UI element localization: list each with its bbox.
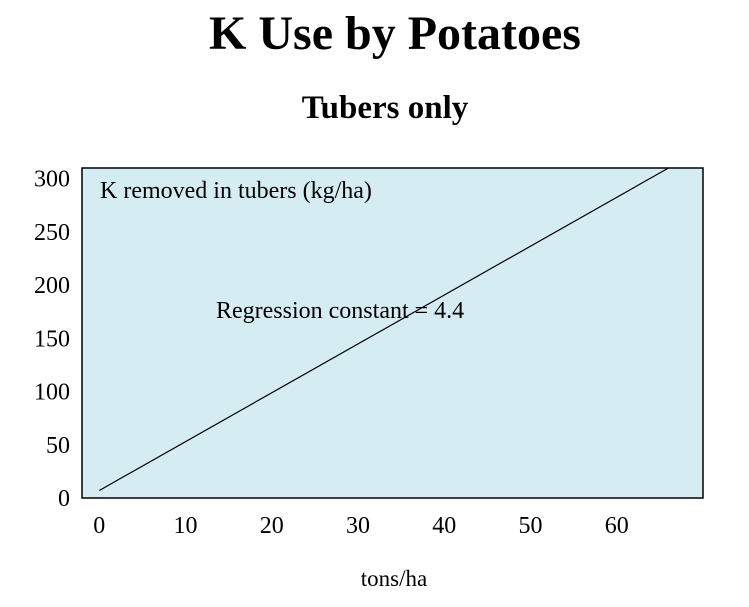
y-tick-label: 300 [34,167,70,193]
x-tick-label: 10 [174,513,198,539]
x-tick-label: 20 [260,513,284,539]
y-axis: 0 50 100 150 200 250 300 [34,167,70,512]
x-tick-label: 40 [432,513,456,539]
x-tick-label: 0 [93,513,105,539]
y-tick-label: 250 [34,220,70,246]
y-tick-label: 0 [58,486,70,512]
y-tick-label: 50 [46,433,70,459]
series-layer [99,167,669,492]
chart-title: K Use by Potatoes [209,7,581,60]
x-tick-label: 30 [346,513,370,539]
plot-area [81,167,704,499]
x-tick-label: 60 [605,513,629,539]
x-tick-label: 50 [519,513,543,539]
y-tick-label: 200 [34,273,70,299]
x-axis: 0 10 20 30 40 50 60 [93,513,629,539]
x-axis-label: tons/ha [361,566,427,591]
y-tick-label: 100 [34,380,70,406]
series-line-0 [99,167,669,492]
regression-annotation: Regression constant = 4.4 [216,298,464,324]
series-label: K removed in tubers (kg/ha) [100,178,372,204]
chart-subtitle: Tubers only [301,90,469,126]
y-tick-label: 150 [34,326,70,352]
